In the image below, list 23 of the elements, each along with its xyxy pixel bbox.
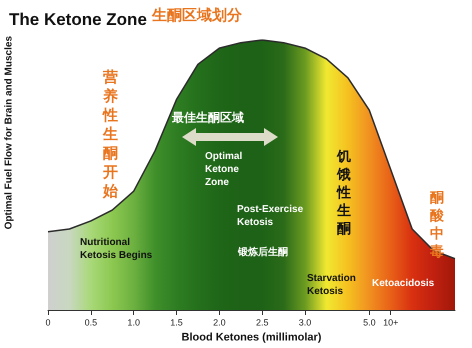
annotation: Nutritional Ketosis Begins: [80, 237, 153, 261]
annotation: 营养性生酮开始: [102, 69, 119, 200]
annotation: Starvation Ketosis: [307, 273, 359, 297]
annotation: 锻炼后生酮: [237, 246, 288, 258]
x-tick-label: 0.5: [84, 318, 98, 328]
x-tick-label: 0: [45, 318, 51, 328]
x-tick-label: 10+: [383, 318, 398, 328]
annotation: 最佳生酮区域: [171, 110, 244, 124]
y-axis-title: Optimal Fuel Flow for Brain and Muscles: [4, 36, 14, 230]
x-tick-label: 2.5: [256, 318, 268, 328]
annotation: 酮酸中毒: [429, 189, 445, 259]
annotation: 饥饿性生酮: [336, 148, 351, 236]
x-tick-label: 5.0: [363, 318, 376, 328]
x-tick-label: 1.5: [170, 318, 183, 328]
x-tick-label: 2.0: [213, 318, 226, 328]
x-tick-label: 1.0: [127, 318, 140, 328]
x-tick-label: 3.0: [298, 318, 312, 328]
chart-title: The Ketone Zone: [9, 10, 147, 29]
x-axis-title: Blood Ketones (millimolar): [182, 332, 322, 344]
annotation: Post-Exercise Ketosis: [237, 204, 306, 228]
annotation: Ketoacidosis: [372, 278, 435, 289]
annotation: Optimal Ketone Zone: [205, 151, 246, 188]
chart-subtitle: 生酮区域划分: [151, 7, 243, 24]
